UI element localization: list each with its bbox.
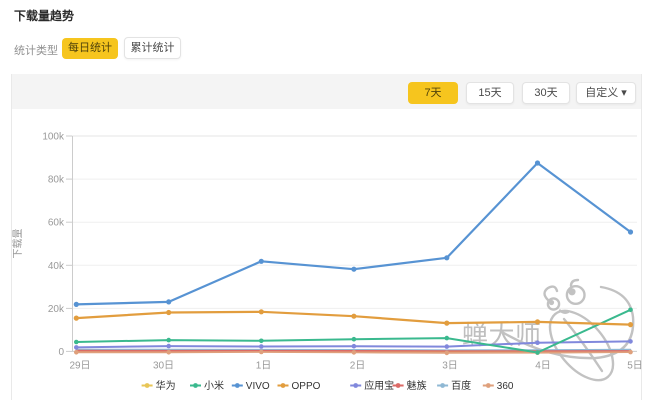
svg-text:魅族: 魅族 [407, 379, 427, 392]
svg-text:100k: 100k [42, 132, 65, 143]
svg-text:下载量: 下载量 [12, 229, 24, 259]
svg-text:百度: 百度 [451, 379, 471, 392]
svg-text:80k: 80k [48, 175, 65, 186]
svg-text:VIVO: VIVO [246, 381, 270, 392]
svg-text:应用宝: 应用宝 [364, 379, 394, 392]
svg-text:30日: 30日 [153, 361, 174, 372]
svg-text:4日: 4日 [535, 361, 551, 372]
svg-text:60k: 60k [48, 218, 65, 229]
svg-text:OPPO: OPPO [292, 381, 321, 392]
svg-text:3日: 3日 [442, 361, 458, 372]
svg-text:20k: 20k [48, 304, 65, 315]
svg-text:360: 360 [497, 381, 514, 392]
svg-text:2日: 2日 [350, 361, 366, 372]
svg-text:小米: 小米 [204, 379, 224, 392]
svg-text:40k: 40k [48, 261, 65, 272]
svg-text:29日: 29日 [69, 361, 90, 372]
svg-text:1日: 1日 [256, 361, 272, 372]
svg-text:华为: 华为 [156, 379, 176, 392]
svg-text:5日: 5日 [627, 361, 643, 372]
svg-text:0: 0 [58, 347, 64, 358]
